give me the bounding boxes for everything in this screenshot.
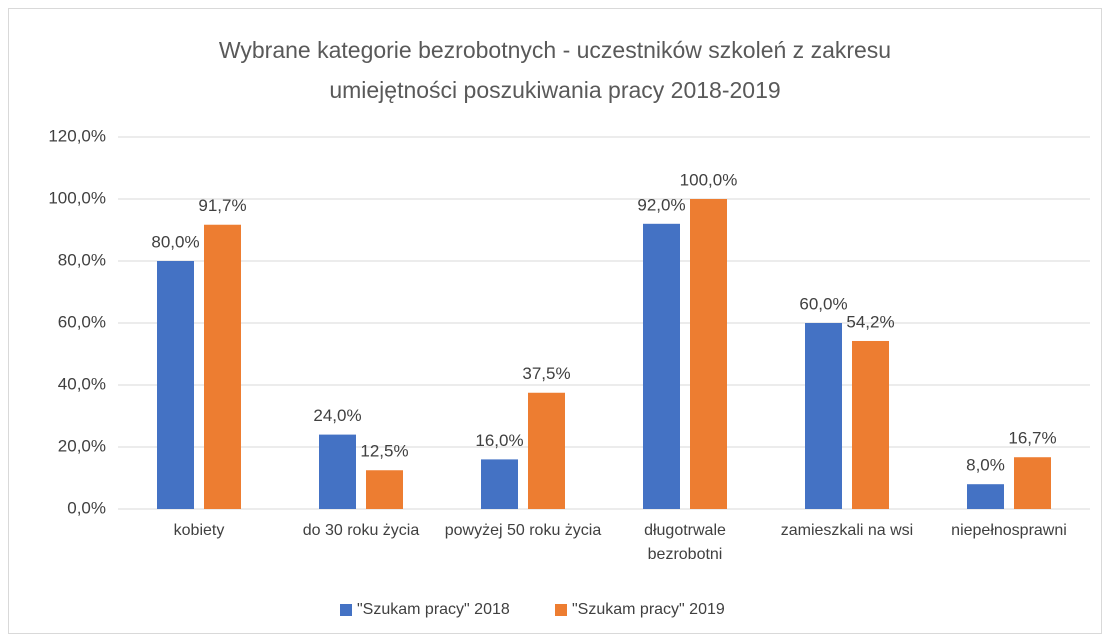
value-label: 91,7%: [198, 196, 246, 215]
value-label: 100,0%: [680, 170, 738, 189]
x-tick-label-box: do 30 roku życia: [302, 522, 420, 539]
y-tick-label: 80,0%: [58, 250, 106, 269]
bar: [204, 224, 241, 510]
value-label: 37,5%: [522, 364, 570, 383]
legend-swatch: [555, 604, 567, 616]
value-label: 24,0%: [313, 406, 361, 425]
x-tick-label: powyżej 50 roku życia: [444, 522, 602, 539]
y-tick-label: 40,0%: [58, 374, 106, 393]
bar: [157, 261, 194, 509]
bar: [319, 434, 356, 509]
bar: [967, 484, 1004, 509]
x-tick-label: do 30 roku życia: [302, 522, 420, 539]
chart-title: Wybrane kategorie bezrobotnych - uczestn…: [218, 37, 892, 103]
bar: [1014, 457, 1051, 509]
x-tick-label: kobiety: [173, 522, 225, 539]
bar: [528, 392, 565, 509]
value-label: 80,0%: [151, 232, 199, 251]
bar: [643, 223, 680, 510]
value-label: 12,5%: [360, 442, 408, 461]
value-label: 54,2%: [846, 312, 894, 331]
y-tick-label: 120,0%: [48, 126, 106, 145]
y-tick-label: 20,0%: [58, 436, 106, 455]
value-label: 16,0%: [475, 431, 523, 450]
legend-label: "Szukam pracy" 2018: [357, 601, 510, 618]
value-label: 16,7%: [1008, 429, 1056, 448]
bar: [481, 459, 518, 509]
value-label: 8,0%: [966, 456, 1005, 475]
bar: [852, 340, 889, 509]
x-tick-label-box: zamieszkali na wsi: [780, 522, 914, 539]
legend-swatch: [340, 604, 352, 616]
x-tick-label-box: długotrwale bezrobotni: [644, 522, 726, 563]
x-tick-label: długotrwale bezrobotni: [644, 522, 726, 563]
bar: [690, 199, 727, 509]
x-tick-label-box: niepełnosprawni: [951, 522, 1067, 539]
x-tick-label: niepełnosprawni: [951, 522, 1067, 539]
bar: [366, 470, 403, 509]
value-label: 92,0%: [637, 195, 685, 214]
y-tick-label: 60,0%: [58, 312, 106, 331]
chart-title-box: Wybrane kategorie bezrobotnych - uczestn…: [218, 37, 892, 103]
y-tick-label: 0,0%: [67, 498, 106, 517]
x-tick-label: zamieszkali na wsi: [780, 522, 914, 539]
y-tick-label: 100,0%: [48, 188, 106, 207]
x-tick-label-box: kobiety: [173, 522, 225, 539]
bar: [805, 323, 842, 509]
legend-label: "Szukam pracy" 2019: [572, 601, 725, 618]
x-tick-label-box: powyżej 50 roku życia: [444, 522, 602, 539]
value-label: 60,0%: [799, 294, 847, 313]
